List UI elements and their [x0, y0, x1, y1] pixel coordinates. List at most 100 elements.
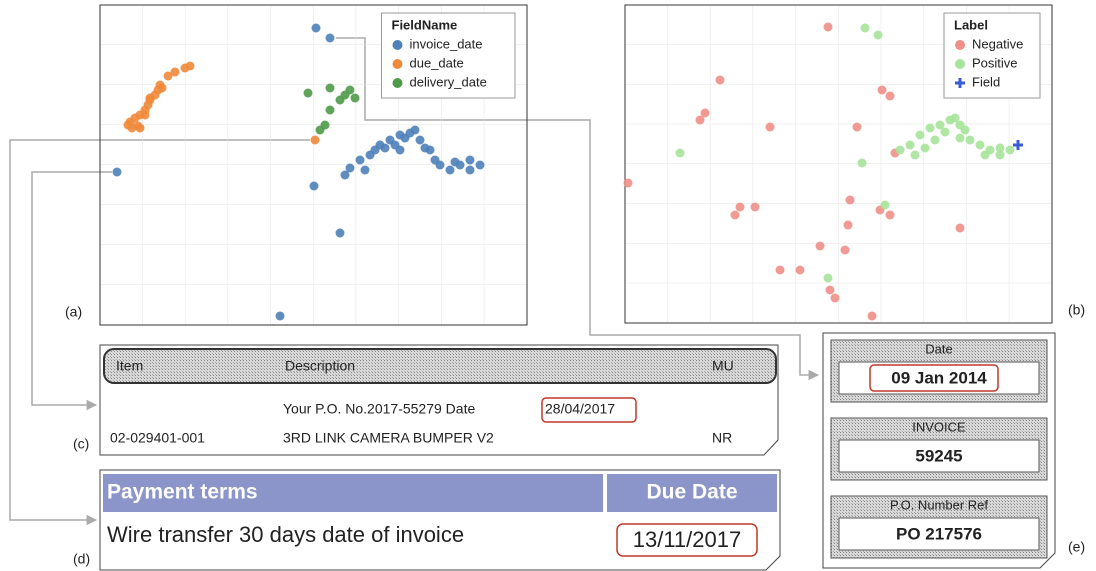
header-cell: MU [712, 358, 734, 374]
point [961, 126, 970, 135]
point [696, 116, 705, 125]
point [831, 294, 840, 303]
field-value: 59245 [915, 446, 962, 465]
point [921, 144, 930, 153]
point [436, 161, 445, 170]
point [853, 123, 862, 132]
field-name: P.O. Number Ref [890, 497, 988, 512]
point [886, 211, 895, 220]
point [624, 179, 633, 188]
panel-label: (e) [1068, 539, 1085, 555]
point [878, 86, 887, 95]
row-cell: 13/11/2017 [633, 527, 741, 552]
legend-label: Negative [972, 36, 1023, 51]
panel-label: (a) [65, 304, 82, 320]
point [326, 106, 335, 115]
reference-line: Your P.O. No.2017-55279 Date [283, 401, 475, 417]
point [766, 123, 775, 132]
point [956, 134, 965, 143]
point [966, 136, 975, 145]
point [276, 312, 285, 321]
point [676, 149, 685, 158]
point [451, 158, 460, 167]
point [312, 24, 321, 33]
point [996, 151, 1005, 160]
point [411, 126, 420, 135]
chart: (b)LabelNegativePositiveField [624, 5, 1086, 323]
header-cell: Description [285, 358, 355, 374]
field-name: Date [925, 341, 952, 356]
point [956, 224, 965, 233]
figure: Item Description MU Your P.O. No.2017-55… [0, 0, 1096, 571]
point [826, 286, 835, 295]
point [381, 144, 390, 153]
panel-label: (c) [73, 436, 89, 452]
point [356, 156, 365, 165]
point [346, 86, 355, 95]
point [158, 84, 167, 93]
point [316, 126, 325, 135]
point [466, 166, 475, 175]
row-cell: 3RD LINK CAMERA BUMPER V2 [283, 430, 494, 446]
point [466, 156, 475, 165]
point [446, 166, 455, 175]
row-cell: Wire transfer 30 days date of invoice [107, 522, 464, 547]
point [981, 151, 990, 160]
point [336, 96, 345, 105]
point [341, 171, 350, 180]
point [336, 229, 345, 238]
point [736, 203, 745, 212]
legend-marker [393, 40, 403, 50]
point [751, 203, 760, 212]
point [181, 64, 190, 73]
point [824, 274, 833, 283]
point [361, 166, 370, 175]
panel-d: Payment terms Due Date Wire transfer 30 … [73, 470, 780, 570]
point [401, 134, 410, 143]
field-value: PO 217576 [896, 524, 982, 543]
legend-label: delivery_date [410, 74, 487, 89]
panel-label: (b) [1068, 302, 1085, 318]
point [416, 136, 425, 145]
point [146, 94, 155, 103]
point [896, 146, 905, 155]
point [976, 141, 985, 150]
point [310, 182, 319, 191]
point [861, 24, 870, 33]
legend-label: due_date [410, 55, 464, 70]
header-bar [104, 349, 776, 383]
header-cell: Item [116, 358, 143, 374]
point [326, 84, 335, 93]
point [941, 128, 950, 137]
point [164, 72, 173, 81]
point [916, 131, 925, 140]
point [351, 94, 360, 103]
header-cell: Due Date [646, 481, 737, 504]
point [391, 141, 400, 150]
point [824, 23, 833, 32]
row-cell: 02-029401-001 [110, 430, 205, 446]
point [476, 161, 485, 170]
point [731, 211, 740, 220]
point [113, 168, 122, 177]
point [816, 242, 825, 251]
legend-marker [955, 59, 965, 69]
legend-label: Field [972, 74, 1000, 89]
legend-title: Label [954, 17, 988, 32]
point [868, 312, 877, 321]
point [906, 141, 915, 150]
chart: (a)FieldNameinvoice_datedue_datedelivery… [65, 5, 527, 325]
legend-marker [393, 78, 403, 88]
field-value: 09 Jan 2014 [891, 368, 987, 387]
point [846, 196, 855, 205]
point [776, 266, 785, 275]
legend-label: invoice_date [410, 36, 483, 51]
panel-label: (d) [73, 551, 90, 567]
point [134, 122, 143, 131]
point [844, 221, 853, 230]
point [716, 76, 725, 85]
point [304, 89, 313, 98]
point [311, 136, 320, 145]
row-cell: NR [712, 430, 732, 446]
point [141, 111, 150, 120]
